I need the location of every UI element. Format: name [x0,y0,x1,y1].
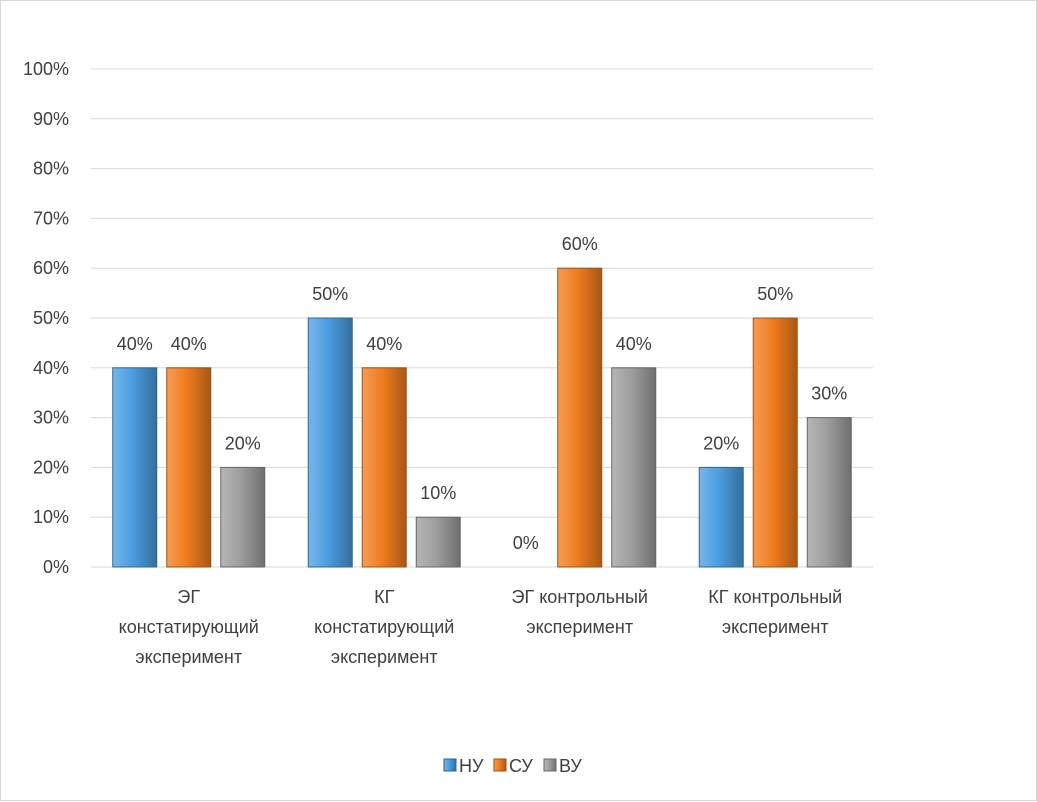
category-label: ЭГ контрольный [512,587,648,607]
bar-НУ-1 [112,367,158,568]
y-tick-label: 40% [33,358,69,378]
data-label: 50% [312,284,348,304]
legend-swatch [443,758,457,772]
y-tick-label: 60% [33,258,69,278]
bar-НУ-4 [698,466,744,568]
x-axis-category-labels: ЭГ констатирующий эксперимент КГ констатирую… [119,587,843,667]
data-label: 60% [562,234,598,254]
legend-label: НУ [459,756,484,776]
bar-ВУ-1 [220,466,266,568]
y-tick-label: 100% [23,59,69,79]
bar-СУ-2 [361,367,407,568]
bar-ВУ-3 [611,367,657,568]
category-label: эксперимент [526,617,633,637]
legend-label: СУ [509,756,533,776]
legend: НУ СУ ВУ [443,756,582,776]
legend-swatch [493,758,507,772]
data-labels: 40% 40% 20% 50% 40% 10% 0% 60% 40% 20% 50% 30% [117,234,848,553]
y-tick-label: 20% [33,457,69,477]
data-label: 10% [420,483,456,503]
bar-СУ-4 [752,317,798,568]
data-label: 40% [117,334,153,354]
category-label: эксперимент [331,647,438,667]
data-label: 40% [366,334,402,354]
data-label: 20% [225,433,261,453]
data-label: 0% [513,533,539,553]
bar-СУ-1 [166,367,212,568]
data-label: 40% [616,334,652,354]
bar-ВУ-2 [415,516,461,568]
category-label: эксперимент [135,647,242,667]
bar-НУ-2 [307,317,353,568]
data-label: 30% [811,384,847,404]
bar-СУ-3 [557,267,603,568]
legend-swatch [543,758,557,772]
category-label: констатирующий [119,617,259,637]
y-tick-label: 10% [33,507,69,527]
legend-label: ВУ [559,756,582,776]
bar-ВУ-4 [806,417,852,568]
data-label: 40% [171,334,207,354]
category-label: эксперимент [722,617,829,637]
data-label: 50% [757,284,793,304]
category-label: КГ [374,587,394,607]
category-label: ЭГ [177,587,200,607]
category-label: КГ контрольный [708,587,842,607]
y-tick-label: 70% [33,208,69,228]
data-label: 20% [703,433,739,453]
y-axis-tick-labels: 0% 10% 20% 30% 40% 50% 60% 70% 80% 90% 100% [23,59,69,577]
y-tick-label: 30% [33,408,69,428]
y-tick-label: 50% [33,308,69,328]
y-tick-label: 90% [33,109,69,129]
y-tick-label: 80% [33,159,69,179]
y-tick-label: 0% [43,557,69,577]
bars [112,267,852,568]
category-label: констатирующий [314,617,454,637]
